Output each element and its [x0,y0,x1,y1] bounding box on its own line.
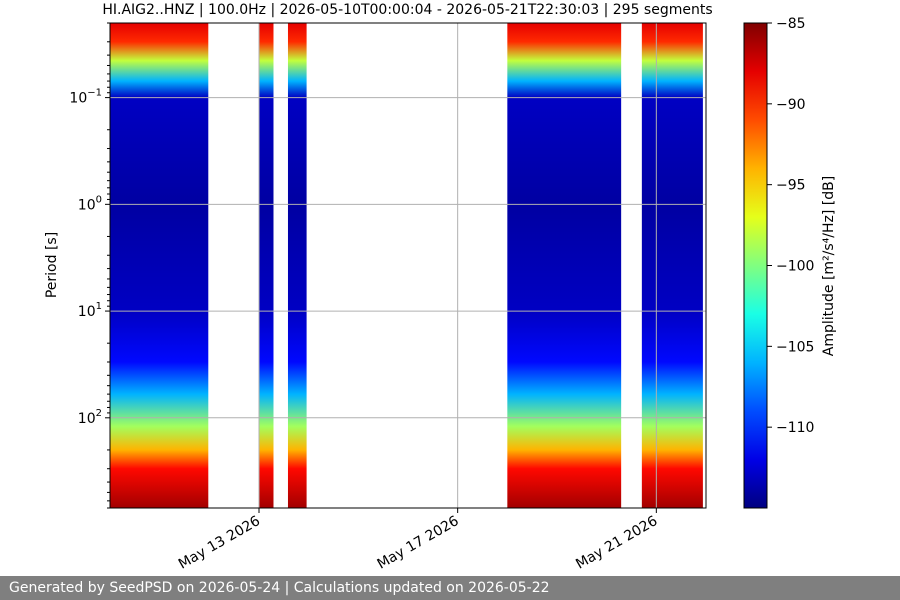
data-segment [259,23,274,508]
x-tick-label: May 13 2026 [176,513,263,573]
data-segment [507,23,622,508]
colorbar-tick-label: −105 [776,339,814,355]
y-tick-label: 102 [78,408,102,427]
colorbar-label: Amplitude [m²/s⁴/Hz] [dB] [821,175,837,357]
x-tick-label: May 21 2026 [573,513,660,573]
chart-title: HI.AIG2..HNZ | 100.0Hz | 2026-05-10T00:0… [102,2,713,18]
data-segment [287,23,307,508]
plot-frame [109,22,707,509]
colorbar-tick-label: −85 [776,16,806,32]
data-segment [110,23,209,508]
data-segment [641,23,703,508]
colorbar-fill [743,22,768,509]
y-axis-label: Period [s] [44,231,60,299]
colorbar: −85 −90 −95 −100 −105 −110 [743,16,814,509]
x-tick-label: May 17 2026 [375,513,462,573]
y-tick-label: 101 [78,301,102,320]
y-tick-label: 100 [78,194,102,213]
colorbar-tick-label: −90 [776,97,806,113]
colorbar-tick-label: −100 [776,259,814,275]
colorbar-tick-label: −95 [776,178,806,194]
footer-status: Generated by SeedPSD on 2026-05-24 | Cal… [0,576,900,600]
plot-area: May 13 2026 May 17 2026 May 21 2026 10−1 100… [69,22,707,573]
colorbar-tick-label: −110 [776,420,814,436]
y-tick-label: 10−1 [69,88,102,107]
